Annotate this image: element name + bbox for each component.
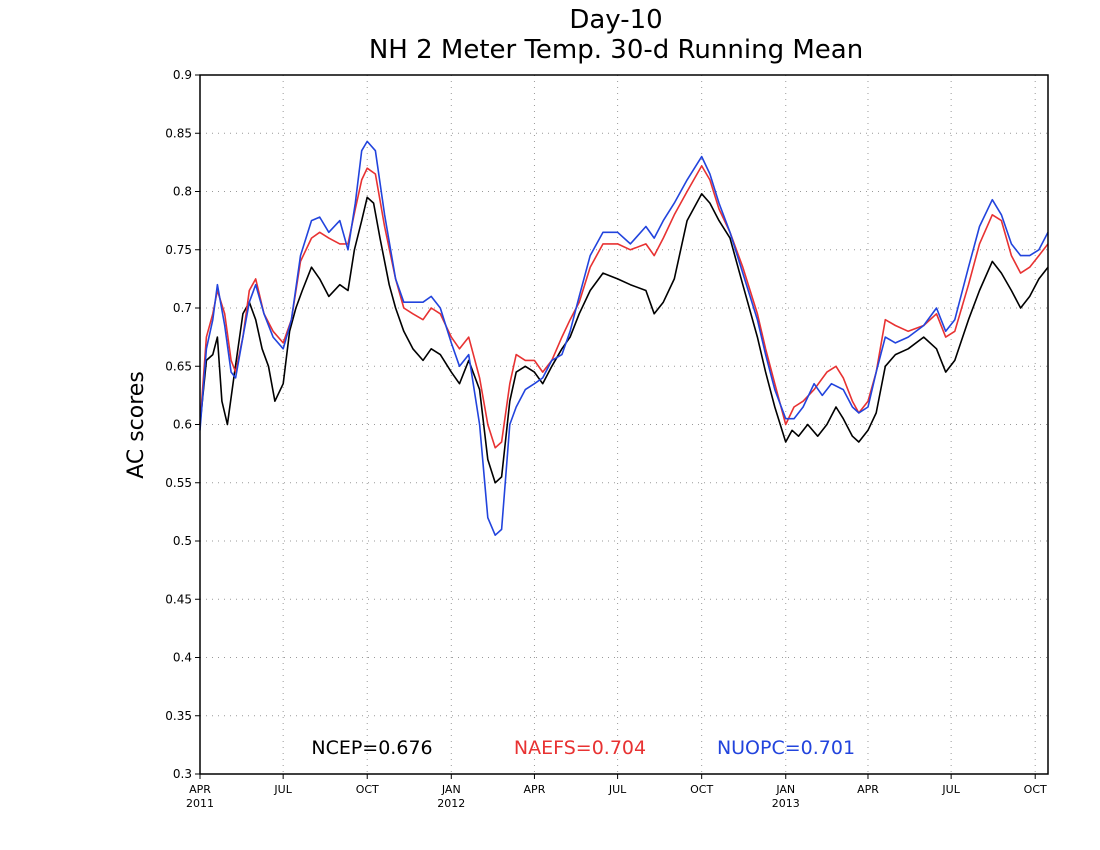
x-tick-label: JUL [273,783,292,796]
y-axis-ticks: 0.3 0.35 0.4 0.45 0.5 0.55 0.6 0.65 0.7 0.75 0.8 0.… [165,68,200,781]
series-line-ncep [199,193,1049,484]
x-tick-label: APR [524,783,546,796]
series-line-naefs [199,165,1049,449]
grid [200,75,1048,774]
y-tick-label: 0.65 [165,359,192,373]
y-tick-label: 0.75 [165,243,192,257]
series-lines [199,140,1049,536]
x-tick-label: JUL [608,783,627,796]
chart-subtitle: NH 2 Meter Temp. 30-d Running Mean [369,35,863,65]
y-tick-label: 0.5 [173,534,192,548]
x-tick-label: JAN [775,783,795,796]
y-tick-label: 0.4 [173,651,192,665]
y-tick-label: 0.45 [165,592,192,606]
plot-frame [199,74,1049,775]
y-tick-label: 0.6 [173,418,192,432]
legend-naefs: NAEFS=0.704 [514,737,646,759]
y-axis-label: AC scores [124,371,149,479]
x-tick-label: JAN [441,783,461,796]
chart-title: Day-10 [569,5,662,35]
y-tick-label: 0.35 [165,709,192,723]
series-line-nuopc [199,140,1049,536]
x-tick-label: OCT [690,783,713,796]
x-tick-label: APR [857,783,879,796]
x-tick-year-label: 2013 [772,797,800,810]
x-tick-label: OCT [1024,783,1047,796]
legend-ncep: NCEP=0.676 [311,737,432,759]
y-tick-label: 0.85 [165,126,192,140]
legend-nuopc: NUOPC=0.701 [717,737,855,759]
x-tick-label: OCT [356,783,379,796]
x-tick-label: JUL [941,783,960,796]
x-tick-year-label: 2012 [437,797,465,810]
x-tick-year-label: 2011 [186,797,214,810]
y-tick-label: 0.7 [173,301,192,315]
y-tick-label: 0.55 [165,476,192,490]
y-tick-label: 0.3 [173,767,192,781]
y-tick-label: 0.8 [173,185,192,199]
x-tick-label: APR [189,783,211,796]
legend: NCEP=0.676 NAEFS=0.704 NUOPC=0.701 [311,737,855,759]
y-tick-label: 0.9 [173,68,192,82]
